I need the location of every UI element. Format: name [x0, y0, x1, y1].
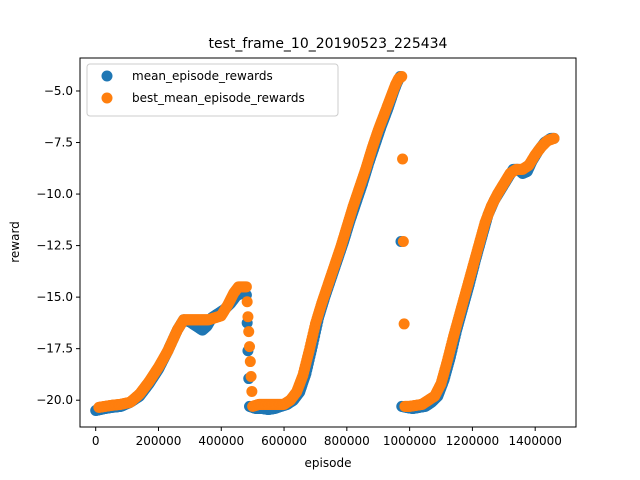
data-point — [246, 385, 258, 397]
data-point — [397, 153, 409, 165]
data-point — [548, 132, 560, 144]
data-point — [398, 318, 410, 330]
x-tick-label: 1000000 — [383, 434, 436, 448]
data-point — [242, 311, 254, 323]
data-point — [240, 281, 252, 293]
data-point — [244, 356, 256, 368]
legend-marker-mean — [101, 70, 113, 82]
y-tick-label: −17.5 — [36, 342, 73, 356]
y-axis-label: reward — [8, 221, 22, 263]
y-tick-label: −12.5 — [36, 239, 73, 253]
chart-title: test_frame_10_20190523_225434 — [209, 36, 448, 52]
legend-label-best: best_mean_episode_rewards — [132, 91, 305, 105]
x-axis-label: episode — [305, 456, 352, 470]
y-tick-label: −7.5 — [44, 136, 73, 150]
plot-points — [90, 71, 560, 417]
y-tick-label: −15.0 — [36, 290, 73, 304]
x-tick-label: 800000 — [324, 434, 370, 448]
legend-marker-best — [101, 92, 113, 104]
data-point — [244, 341, 256, 353]
x-tick-label: 200000 — [136, 434, 182, 448]
x-tick-label: 1400000 — [508, 434, 561, 448]
x-tick-label: 1200000 — [446, 434, 499, 448]
y-tick-label: −5.0 — [44, 84, 73, 98]
data-point — [397, 235, 409, 247]
y-tick-label: −10.0 — [36, 187, 73, 201]
legend-box — [86, 63, 339, 117]
data-point — [245, 370, 257, 382]
x-tick-label: 600000 — [261, 434, 307, 448]
y-axis: −20.0 −17.5 −15.0 −12.5 −10.0 −7.5 −5.0 — [36, 84, 80, 407]
legend: mean_episode_rewards best_mean_episode_r… — [86, 63, 339, 117]
series-best — [93, 71, 560, 413]
data-point — [243, 326, 255, 338]
x-axis: 0 200000 400000 600000 800000 1000000 1200000 1… — [92, 427, 562, 448]
data-point — [241, 296, 253, 308]
x-tick-label: 400000 — [198, 434, 244, 448]
y-tick-label: −20.0 — [36, 393, 73, 407]
x-tick-label: 0 — [92, 434, 100, 448]
data-point — [396, 71, 408, 83]
plot-frame — [79, 57, 577, 428]
legend-label-mean: mean_episode_rewards — [132, 69, 273, 83]
